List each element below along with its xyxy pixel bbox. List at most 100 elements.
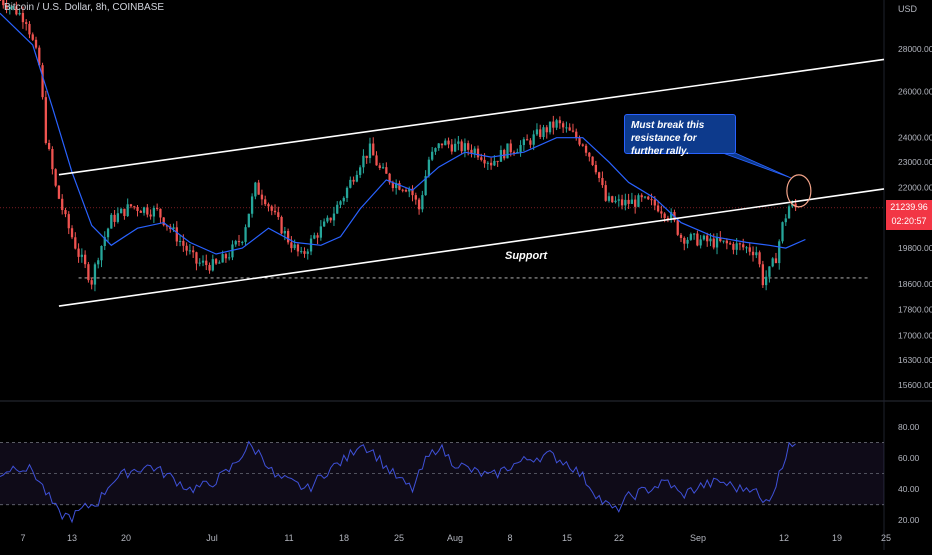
candle-body (584, 145, 588, 153)
candle-body (434, 148, 437, 152)
candle-body (309, 238, 313, 252)
candle-body (476, 148, 480, 158)
candle-body (381, 167, 385, 169)
chart-title: Bitcoin / U.S. Dollar, 8h, COINBASE (4, 2, 165, 13)
moving-average-layer (0, 12, 806, 255)
candle-body (683, 237, 686, 244)
resistance-note[interactable]: Must break this resistance for further r… (624, 114, 736, 157)
candle-body (192, 250, 195, 253)
candle-body (601, 178, 604, 186)
candle-body (742, 244, 745, 248)
candle-body (283, 231, 286, 234)
candle-body (529, 140, 532, 145)
candle-body (254, 182, 257, 197)
time-tick-label: Aug (447, 533, 463, 543)
price-tick-label: 17000.00 (898, 331, 932, 341)
candle-body (378, 165, 381, 168)
candle-body (106, 228, 110, 238)
candle-body (250, 196, 254, 214)
candle-body (15, 6, 18, 15)
candle-body (676, 220, 679, 235)
candle-body (70, 228, 74, 238)
candle-body (395, 183, 398, 189)
candle-body (758, 252, 761, 265)
candle-body (542, 127, 545, 138)
upper-channel-line (58, 58, 885, 176)
candle-body (640, 195, 643, 198)
candle-body (286, 231, 290, 243)
candle-body (558, 120, 562, 124)
candle-body (555, 120, 558, 128)
candle-body (316, 235, 319, 238)
candle-body (715, 237, 719, 248)
candle-body (594, 164, 598, 173)
candle-body (650, 199, 653, 201)
candle-body (44, 97, 47, 143)
candle-body (614, 200, 617, 203)
candle-body (159, 208, 162, 218)
candle-body (457, 141, 460, 144)
candle-body (581, 144, 584, 146)
candle-body (417, 199, 421, 210)
candle-body (575, 131, 578, 139)
candle-body (224, 254, 228, 259)
candle-body (447, 140, 450, 145)
candle-body (172, 227, 175, 229)
candle-body (611, 196, 614, 203)
candle-body (306, 251, 309, 254)
candle-body (663, 213, 666, 218)
candle-body (87, 264, 90, 281)
candle-body (794, 203, 797, 208)
candle-body (604, 185, 607, 201)
candle-body (637, 195, 640, 207)
support-label: Support (505, 250, 548, 262)
candle-body (365, 155, 368, 159)
time-tick-label: 25 (394, 533, 404, 543)
candles-layer (0, 0, 797, 292)
candle-body (345, 187, 349, 198)
candle-body (67, 214, 70, 229)
candle-body (771, 258, 774, 267)
candle-body (607, 196, 611, 201)
candle-body (624, 199, 627, 206)
candle-body (679, 234, 683, 238)
candle-body (440, 143, 444, 146)
candle-body (100, 245, 103, 261)
candle-body (493, 160, 496, 166)
candle-body (319, 226, 323, 238)
candle-body (539, 129, 542, 138)
candle-body (214, 259, 218, 264)
candle-body (280, 217, 283, 234)
candle-body (421, 195, 424, 210)
candle-body (525, 139, 529, 141)
candle-body (385, 167, 388, 174)
candle-body (548, 121, 552, 133)
candle-body (578, 138, 581, 145)
candle-body (388, 173, 391, 183)
price-tick-label: 18600.00 (898, 279, 932, 289)
last-price-countdown: 02:20:57 (891, 216, 927, 226)
candle-body (692, 233, 696, 235)
candle-body (414, 195, 417, 200)
candle-body (185, 245, 188, 251)
price-scale-currency: USD (898, 4, 918, 14)
candle-body (264, 199, 267, 205)
candle-body (722, 240, 725, 242)
candle-body (778, 241, 781, 264)
candle-body (634, 199, 637, 207)
candle-body (77, 248, 80, 257)
candle-body (293, 244, 296, 249)
lower-channel-line (58, 188, 885, 307)
candle-body (198, 262, 201, 264)
candle-body (751, 251, 755, 256)
candle-body (686, 239, 689, 244)
candle-body (764, 276, 768, 286)
candle-body (545, 127, 548, 133)
candle-body (237, 241, 241, 243)
candle-body (359, 167, 362, 175)
candle-body (372, 143, 375, 156)
price-tick-label: 19800.00 (898, 243, 932, 253)
candle-body (31, 34, 34, 40)
